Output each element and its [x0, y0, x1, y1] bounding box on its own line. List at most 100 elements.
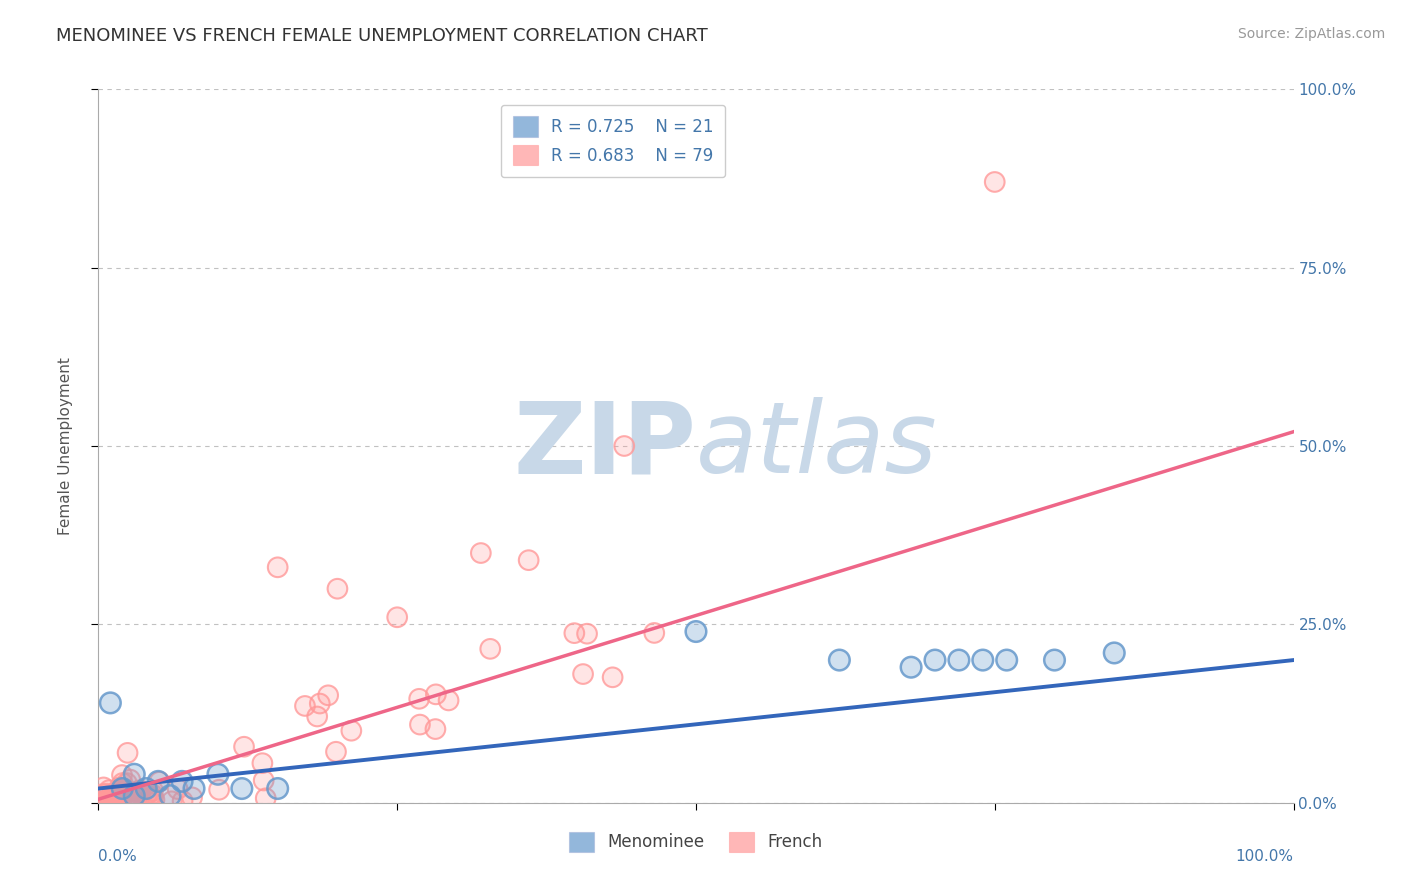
Point — [409, 717, 432, 731]
Point — [135, 781, 157, 796]
Point — [115, 784, 138, 798]
Point — [108, 786, 131, 800]
Point — [127, 786, 149, 800]
Point — [93, 780, 115, 795]
Point — [120, 772, 142, 787]
Point — [111, 791, 134, 805]
Point — [93, 780, 115, 795]
Point — [517, 553, 540, 567]
Point — [172, 774, 194, 789]
Point — [118, 788, 141, 802]
Point — [294, 698, 316, 713]
Point — [254, 791, 277, 805]
Point — [340, 723, 363, 738]
Point — [103, 786, 125, 800]
Point — [437, 693, 460, 707]
Point — [141, 790, 163, 805]
Point — [135, 781, 157, 796]
Point — [108, 780, 131, 795]
Point — [129, 785, 152, 799]
Point — [325, 745, 347, 759]
Point — [172, 794, 194, 808]
Point — [267, 560, 290, 574]
Point — [100, 790, 122, 805]
Point — [972, 653, 994, 667]
Text: ZIP: ZIP — [513, 398, 696, 494]
Point — [517, 553, 540, 567]
Point — [160, 794, 183, 808]
Point — [111, 792, 134, 806]
Point — [995, 653, 1018, 667]
Point — [105, 794, 128, 808]
Point — [900, 660, 922, 674]
Point — [1104, 646, 1126, 660]
Point — [101, 791, 124, 805]
Point — [141, 787, 163, 801]
Point — [385, 610, 409, 624]
Point — [136, 786, 159, 800]
Point — [562, 626, 585, 640]
Point — [127, 784, 149, 798]
Point — [91, 787, 114, 801]
Point — [613, 439, 636, 453]
Point — [207, 767, 229, 781]
Point — [111, 768, 134, 782]
Point — [101, 788, 124, 802]
Text: 0.0%: 0.0% — [98, 849, 138, 864]
Point — [93, 795, 115, 809]
Point — [117, 746, 139, 760]
Point — [602, 670, 624, 684]
Legend: Menominee, French: Menominee, French — [562, 825, 830, 859]
Point — [96, 793, 118, 807]
Point — [135, 788, 157, 802]
Point — [98, 696, 122, 710]
Point — [148, 774, 170, 789]
Point — [172, 794, 194, 808]
Point — [1043, 653, 1066, 667]
Point — [111, 781, 134, 796]
Point — [118, 788, 141, 802]
Point — [93, 795, 115, 809]
Point — [307, 709, 329, 723]
Point — [143, 793, 166, 807]
Point — [181, 790, 204, 805]
Point — [576, 626, 599, 640]
Point — [253, 773, 276, 788]
Point — [124, 767, 146, 781]
Point — [120, 772, 142, 787]
Point — [643, 626, 665, 640]
Point — [479, 641, 502, 656]
Point — [325, 745, 347, 759]
Point — [995, 653, 1018, 667]
Point — [108, 780, 131, 795]
Point — [115, 776, 138, 790]
Point — [172, 774, 194, 789]
Point — [828, 653, 851, 667]
Point — [121, 792, 143, 806]
Point — [111, 776, 134, 790]
Point — [101, 791, 124, 805]
Point — [166, 782, 188, 797]
Point — [233, 739, 256, 754]
Point — [307, 709, 329, 723]
Point — [121, 792, 143, 806]
Point — [1043, 653, 1066, 667]
Point — [208, 782, 231, 797]
Point — [110, 783, 132, 797]
Point — [101, 788, 124, 802]
Point — [111, 790, 134, 805]
Point — [470, 546, 492, 560]
Point — [120, 795, 142, 809]
Point — [924, 653, 946, 667]
Point — [231, 781, 253, 796]
Point — [135, 788, 157, 802]
Text: MENOMINEE VS FRENCH FEMALE UNEMPLOYMENT CORRELATION CHART: MENOMINEE VS FRENCH FEMALE UNEMPLOYMENT … — [56, 27, 709, 45]
Point — [128, 791, 150, 805]
Point — [252, 756, 274, 771]
Point — [576, 626, 599, 640]
Point — [267, 781, 290, 796]
Point — [90, 795, 112, 809]
Point — [104, 794, 127, 808]
Point — [98, 783, 121, 797]
Point — [470, 546, 492, 560]
